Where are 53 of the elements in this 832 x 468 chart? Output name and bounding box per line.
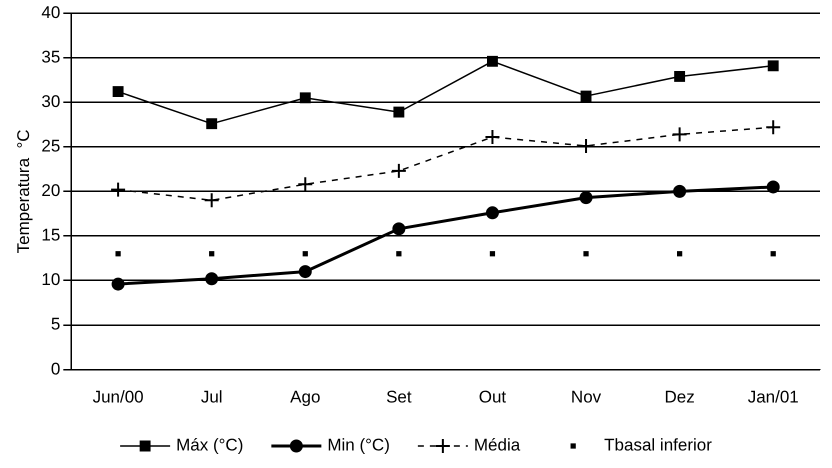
legend-label: Média: [474, 436, 521, 455]
point: [300, 92, 311, 104]
point: [486, 206, 499, 220]
point: [770, 251, 776, 256]
point: [393, 106, 404, 118]
point: [674, 71, 686, 82]
point: [298, 265, 312, 278]
y-tick-label: 20: [41, 181, 60, 200]
y-tick-label: 30: [41, 92, 60, 111]
y-tick-label: 10: [41, 270, 60, 290]
x-tick-label: Ago: [290, 387, 320, 406]
point: [302, 251, 308, 256]
point: [110, 182, 126, 198]
x-tick-label: Dez: [664, 387, 695, 406]
point: [392, 222, 406, 236]
point: [204, 192, 220, 208]
point: [672, 126, 688, 142]
y-tick-label: 40: [41, 2, 60, 22]
legend-label: Min (°C): [327, 436, 390, 455]
point: [487, 56, 498, 67]
x-tick-label: Set: [386, 387, 412, 406]
x-tick-label: Out: [478, 387, 506, 406]
point: [583, 251, 589, 256]
point: [677, 251, 682, 256]
point: [297, 176, 314, 192]
point: [115, 251, 121, 256]
point: [673, 184, 686, 198]
legend-label: Tbasal inferior: [604, 436, 712, 455]
point: [209, 251, 214, 256]
point: [112, 278, 125, 291]
point: [396, 251, 402, 256]
y-axis-title: Temperatura °C: [14, 129, 33, 254]
point: [390, 162, 407, 179]
y-tick-label: 15: [41, 226, 60, 245]
point: [580, 191, 593, 204]
point: [765, 119, 782, 136]
x-tick-label: Jul: [200, 387, 223, 406]
point: [112, 86, 124, 98]
x-tick-label: Nov: [570, 387, 602, 406]
y-tick-label: 35: [41, 47, 60, 66]
legend-label: Máx (°C): [176, 436, 244, 455]
point: [580, 90, 592, 102]
point: [484, 129, 500, 146]
x-tick-label: Jan/01: [748, 387, 799, 406]
point: [205, 272, 218, 286]
point: [206, 118, 218, 130]
point: [766, 180, 780, 194]
y-tick-label: 0: [50, 359, 60, 378]
y-tick-label: 25: [41, 136, 60, 156]
point: [768, 60, 779, 72]
y-tick-label: 5: [50, 314, 60, 334]
x-tick-label: Jun/00: [92, 387, 144, 406]
point: [490, 251, 496, 256]
